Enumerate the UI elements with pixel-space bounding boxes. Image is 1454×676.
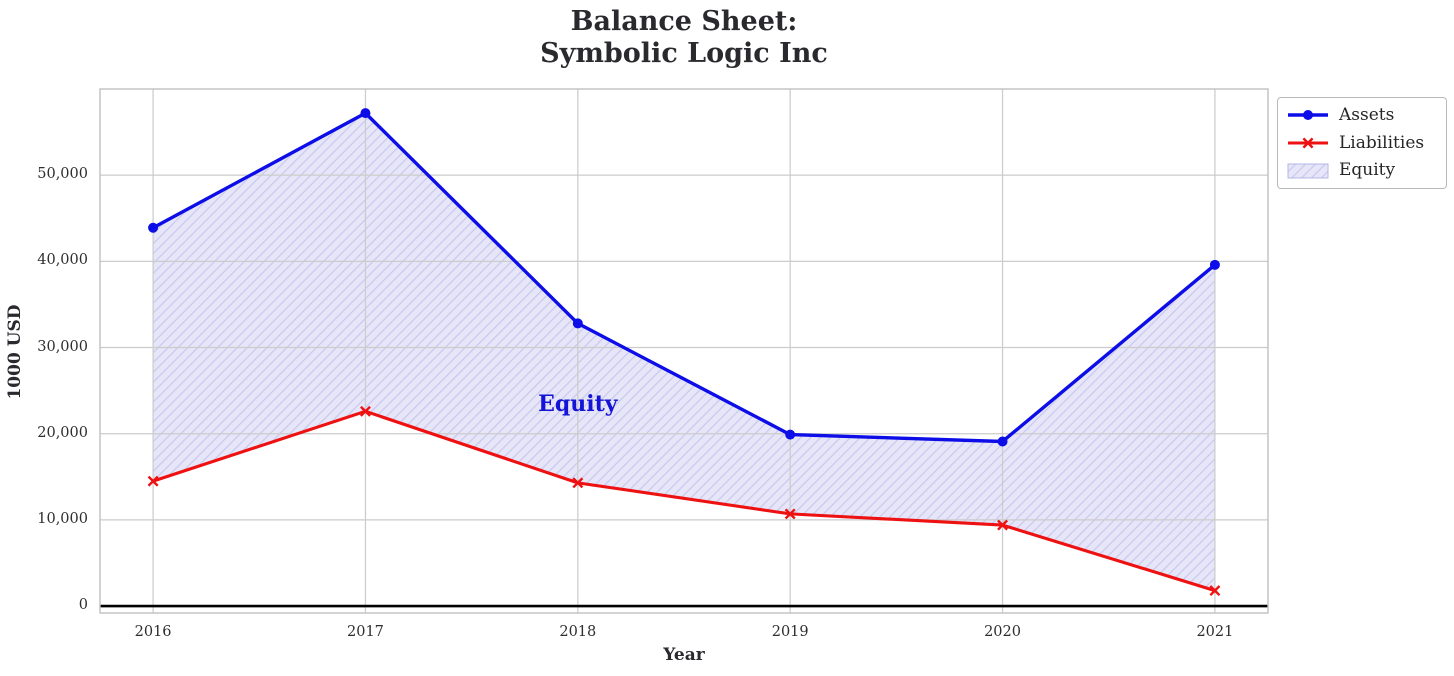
legend-item-liabilities: Liabilities (1287, 131, 1437, 156)
legend-label-liabilities: Liabilities (1339, 132, 1425, 153)
x-tick-label: 2019 (771, 624, 809, 640)
x-tick-label: 2021 (1196, 624, 1234, 640)
liabilities-line (152, 409, 1216, 593)
x-axis-label: Year (663, 645, 705, 665)
y-tick-label: 30,000 (37, 338, 88, 355)
x-tick-label: 2020 (984, 624, 1021, 640)
equity-fill-area (153, 113, 1215, 591)
x-tick-label: 2018 (559, 624, 597, 640)
equity-patch-sample-icon (1287, 163, 1329, 179)
equity-annotation: Equity (538, 390, 618, 417)
y-tick-label: 40,000 (37, 252, 88, 269)
legend-label-assets: Assets (1339, 104, 1395, 125)
assets-line (152, 111, 1216, 444)
y-tick-label: 10,000 (37, 510, 88, 527)
legend-item-equity: Equity (1287, 158, 1437, 183)
y-tick-label: 0 (78, 597, 88, 614)
x-tick-label: 2017 (347, 624, 384, 640)
legend: Assets Liabilities Equity (1277, 97, 1447, 189)
assets-line-sample-icon (1288, 110, 1328, 121)
plot-border (99, 88, 1269, 614)
legend-label-equity: Equity (1339, 160, 1396, 181)
liabilities-line-sample-icon (1288, 137, 1328, 149)
legend-item-assets: Assets (1287, 103, 1437, 128)
liabilities-markers (147, 405, 1221, 597)
x-tick-label: 2016 (134, 624, 172, 640)
y-tick-label: 50,000 (37, 166, 88, 183)
assets-markers (148, 108, 1220, 447)
chart-title: Balance Sheet: Symbolic Logic Inc (540, 6, 828, 69)
y-tick-label: 20,000 (37, 424, 88, 441)
